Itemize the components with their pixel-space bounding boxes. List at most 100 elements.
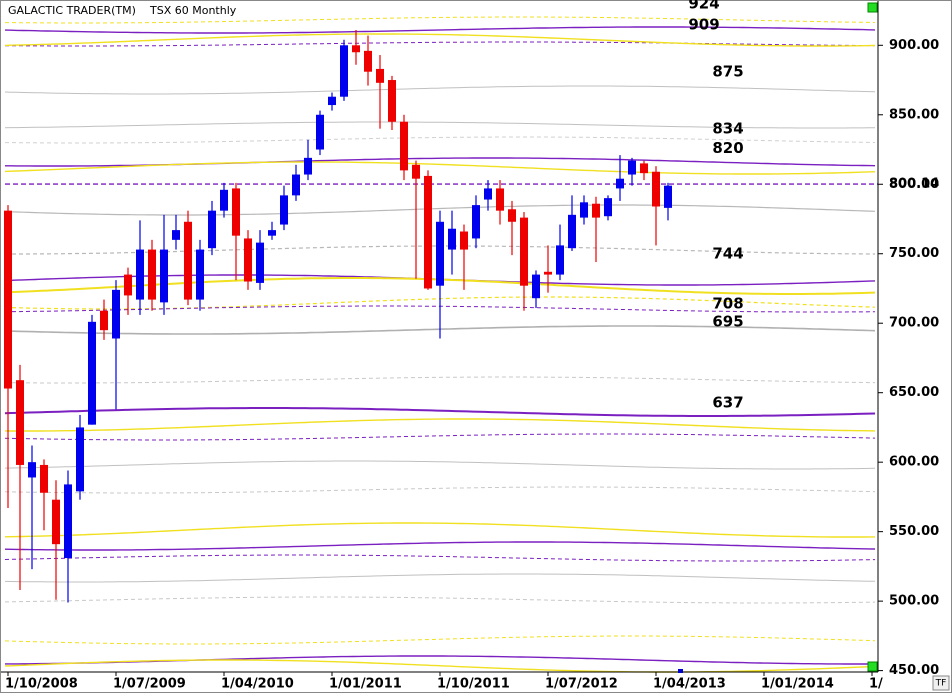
candle-body (436, 221, 444, 286)
cycle-line (4, 33, 876, 47)
cycle-line (5, 136, 876, 144)
candle-body (460, 231, 468, 250)
candle-body (616, 178, 624, 189)
level-label: 875 (712, 63, 743, 81)
plot (4, 30, 672, 603)
cycle-line (4, 433, 876, 441)
candle-body (340, 45, 348, 97)
candle-body (100, 310, 108, 331)
cycle-line (4, 407, 876, 417)
level-label: 744 (712, 245, 743, 263)
candle-body (412, 164, 420, 179)
y-tick-label: 500.00 (889, 594, 939, 609)
cycle-line (4, 26, 876, 34)
candle-body (568, 214, 576, 249)
candle-body (664, 185, 672, 208)
cycle-line (4, 121, 875, 129)
x-tick-label: 1/04/2010 (221, 677, 294, 692)
candle-body (520, 217, 528, 286)
candle-body (280, 195, 288, 225)
corner-marker (867, 661, 878, 672)
cycle-line (4, 596, 876, 604)
candle-body (352, 45, 360, 53)
x-tick-label: 1/ (869, 677, 883, 692)
y-tick-label: 650.00 (889, 385, 939, 400)
x-tick-label: 1/01/2014 (761, 677, 834, 692)
y-tick-label: 850.00 (889, 107, 939, 122)
x-tick-label: 1/10/2008 (5, 677, 78, 692)
cycle-line (4, 486, 876, 494)
cycle-line (4, 161, 876, 175)
cycle-line (4, 85, 876, 95)
level-label: 909 (688, 15, 719, 33)
level-label: 708 (712, 295, 743, 313)
candle-body (448, 228, 456, 250)
chart-subtitle: TSX 60 Monthly (149, 4, 237, 17)
cycle-line (4, 418, 876, 432)
cycle-line (4, 635, 876, 645)
cycle-line (4, 204, 876, 216)
candle-body (400, 121, 408, 171)
y-tick-label: 550.00 (889, 524, 939, 539)
cycle-line (4, 659, 876, 673)
candle-body (160, 249, 168, 303)
cycle-lines (4, 16, 878, 673)
candle-body (532, 274, 540, 299)
candle-body (604, 198, 612, 217)
x-tick-label: 1/04/2013 (653, 677, 726, 692)
y-tick-label: 800.00 (889, 177, 939, 192)
x-tick-label: 1/07/2012 (545, 677, 618, 692)
level-label: 695 (712, 313, 743, 331)
candle-body (124, 274, 132, 296)
y-tick-label: 450.00 (889, 663, 939, 678)
candle-body (52, 499, 60, 545)
time-marker (678, 669, 683, 673)
candle-body (148, 249, 156, 300)
y-tick-label: 600.00 (889, 455, 939, 470)
candle-body (592, 203, 600, 218)
corner-marker (867, 2, 878, 13)
chart-title: GALACTIC TRADER(TM) (8, 4, 136, 17)
candle-body (112, 289, 120, 339)
candle-body (40, 464, 48, 493)
candle-body (316, 114, 324, 150)
candle-body (304, 157, 312, 175)
candle-body (364, 50, 372, 72)
candle-body (28, 462, 36, 478)
candle-body (208, 210, 216, 249)
cycle-line (4, 460, 876, 470)
last-value-label: 800.14 (889, 177, 939, 192)
cycle-line (4, 573, 876, 583)
candle-body (580, 202, 588, 218)
candle-body (172, 230, 180, 240)
candle-body (220, 189, 228, 211)
candle-body (256, 242, 264, 283)
candle-body (496, 188, 504, 211)
candle-body (652, 171, 660, 207)
candle-body (184, 221, 192, 300)
candle-body (16, 380, 24, 465)
candle-body (232, 188, 240, 236)
candle-body (64, 484, 72, 559)
candle-body (76, 427, 84, 492)
level-label: 834 (712, 120, 743, 138)
cycle-line (4, 541, 876, 551)
candle-body (376, 68, 384, 83)
candle-body (484, 188, 492, 200)
candle-body (268, 230, 276, 236)
candle-body (556, 245, 564, 275)
candle-body (388, 80, 396, 122)
candle-body (292, 174, 300, 196)
y-tick-label: 700.00 (889, 316, 939, 331)
level-label: 924 (688, 0, 719, 12)
cycle-line (5, 16, 876, 24)
level-label: 820 (712, 139, 743, 157)
candle-body (328, 96, 336, 106)
level-label: 637 (712, 393, 743, 411)
y-tick-label: 900.00 (889, 38, 939, 53)
cycle-line (4, 522, 875, 538)
candle-body (136, 249, 144, 300)
candle-body (88, 321, 96, 425)
